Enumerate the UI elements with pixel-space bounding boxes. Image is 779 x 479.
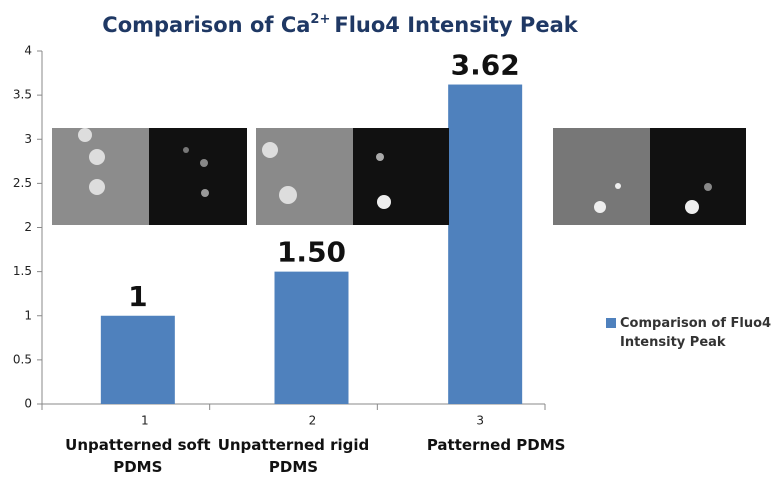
y-tick-label: 3.5 xyxy=(13,88,32,102)
page: Comparison of Ca2+ Fluo4 Intensity Peak 0… xyxy=(0,0,779,479)
cell xyxy=(704,183,712,191)
chart-title: Comparison of Ca2+ Fluo4 Intensity Peak xyxy=(102,12,578,38)
image-panel xyxy=(353,128,449,225)
bar xyxy=(101,316,175,404)
chart: Comparison of Ca2+ Fluo4 Intensity Peak 0… xyxy=(0,0,779,479)
cell xyxy=(279,186,297,204)
y-tick-label: 0 xyxy=(24,397,32,411)
y-tick-label: 0.5 xyxy=(13,352,32,366)
y-tick-label: 1.5 xyxy=(13,264,32,278)
cell xyxy=(376,153,384,161)
cell xyxy=(262,142,278,158)
category-description: Patterned PDMS xyxy=(411,434,581,456)
y-tick-label: 1 xyxy=(24,308,32,322)
category-description: Unpatterned rigid PDMS xyxy=(209,434,379,478)
cell xyxy=(685,200,699,214)
cell xyxy=(183,147,189,153)
legend-label: Comparison of Fluo4 Intensity Peak xyxy=(620,314,776,352)
data-label: 1.50 xyxy=(277,236,346,269)
cell xyxy=(89,179,105,195)
y-tick-label: 2 xyxy=(24,220,32,234)
image-panel xyxy=(149,128,247,225)
x-tick-label: 1 xyxy=(141,414,149,428)
category-description: Unpatterned soft PDMS xyxy=(53,434,223,478)
cell xyxy=(201,189,209,197)
cell xyxy=(78,128,92,142)
title-part: Fluo4 Intensity Peak xyxy=(334,13,578,37)
cell xyxy=(89,149,105,165)
cell xyxy=(377,195,391,209)
cell xyxy=(594,201,606,213)
data-label: 1 xyxy=(128,280,147,313)
y-tick-label: 3 xyxy=(24,132,32,146)
cell xyxy=(200,159,208,167)
title-part: Comparison of Ca xyxy=(102,13,310,37)
legend: Comparison of Fluo4 Intensity Peak xyxy=(606,314,776,352)
y-tick-label: 2.5 xyxy=(13,176,32,190)
microscopy-images xyxy=(52,128,746,225)
bar xyxy=(275,272,349,404)
x-tick-label: 3 xyxy=(476,414,484,428)
bar xyxy=(448,85,522,404)
title-superscript: 2+ xyxy=(310,12,330,27)
image-panel xyxy=(52,128,149,225)
legend-swatch xyxy=(606,318,616,328)
x-tick-label: 2 xyxy=(309,414,317,428)
data-label: 3.62 xyxy=(451,49,520,82)
cell xyxy=(615,183,621,189)
y-tick-label: 4 xyxy=(24,44,32,58)
